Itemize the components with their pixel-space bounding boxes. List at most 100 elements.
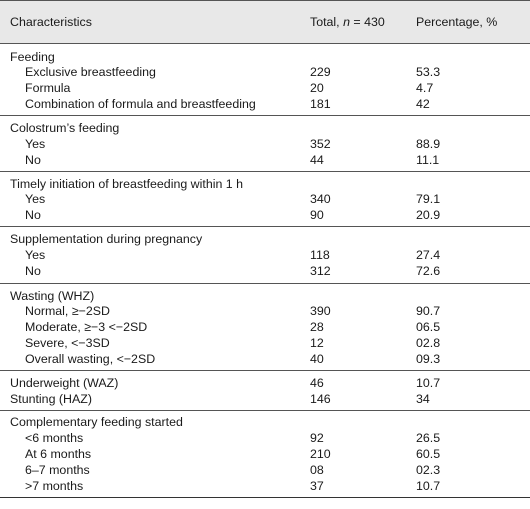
table-row: <6 months 92 26.5 bbox=[0, 430, 530, 446]
table-row: Overall wasting, <−2SD 40 09.3 bbox=[0, 351, 530, 367]
row-total: 312 bbox=[310, 264, 331, 278]
table-row: Normal, ≥−2SD 390 90.7 bbox=[0, 303, 530, 319]
row-percentage: 34 bbox=[416, 392, 430, 406]
row-total: 210 bbox=[310, 447, 331, 461]
row-percentage: 26.5 bbox=[416, 431, 441, 445]
table-row: >7 months 37 10.7 bbox=[0, 478, 530, 494]
table-row: At 6 months 210 60.5 bbox=[0, 446, 530, 462]
table-row: No 44 11.1 bbox=[0, 152, 530, 168]
row-label: Stunting (HAZ) bbox=[10, 392, 92, 406]
row-label: Underweight (WAZ) bbox=[10, 376, 119, 390]
table-row: Combination of formula and breastfeeding… bbox=[0, 96, 530, 112]
row-total: 352 bbox=[310, 137, 331, 151]
row-percentage: 90.7 bbox=[416, 304, 441, 318]
row-label: No bbox=[25, 153, 41, 167]
row-total: 146 bbox=[310, 392, 331, 406]
row-label: Severe, <−3SD bbox=[25, 336, 110, 350]
row-percentage: 02.8 bbox=[416, 336, 441, 350]
row-total: 28 bbox=[310, 320, 324, 334]
row-percentage: 10.7 bbox=[416, 479, 441, 493]
group-title-row: Wasting (WHZ) bbox=[0, 288, 530, 304]
table-row: Underweight (WAZ) 46 10.7 bbox=[0, 375, 530, 391]
header-total: Total, n = 430 bbox=[310, 15, 385, 29]
row-percentage: 79.1 bbox=[416, 192, 441, 206]
row-percentage: 60.5 bbox=[416, 447, 441, 461]
row-label: Formula bbox=[25, 81, 71, 95]
group-title: Feeding bbox=[10, 50, 55, 64]
table-row: Stunting (HAZ) 146 34 bbox=[0, 391, 530, 407]
table-row: Yes 340 79.1 bbox=[0, 191, 530, 207]
group-title-row: Timely initiation of breastfeeding withi… bbox=[0, 176, 530, 192]
row-total: 40 bbox=[310, 352, 324, 366]
group-title: Timely initiation of breastfeeding withi… bbox=[10, 177, 244, 191]
table-row: Yes 352 88.9 bbox=[0, 136, 530, 152]
row-percentage: 10.7 bbox=[416, 376, 441, 390]
group-title-row: Feeding bbox=[0, 49, 530, 65]
row-percentage: 4.7 bbox=[416, 81, 434, 95]
row-total: 20 bbox=[310, 81, 324, 95]
row-label: 6–7 months bbox=[25, 463, 90, 477]
row-percentage: 53.3 bbox=[416, 65, 441, 79]
row-label: >7 months bbox=[25, 479, 84, 493]
row-total: 37 bbox=[310, 479, 324, 493]
table-row: Exclusive breastfeeding 229 53.3 bbox=[0, 64, 530, 80]
table-row: Formula 20 4.7 bbox=[0, 80, 530, 96]
row-total: 44 bbox=[310, 153, 324, 167]
row-label: At 6 months bbox=[25, 447, 92, 461]
group-title-row: Colostrum’s feeding bbox=[0, 120, 530, 136]
row-total: 46 bbox=[310, 376, 324, 390]
row-percentage: 11.1 bbox=[416, 153, 440, 167]
header-percentage: Percentage, % bbox=[416, 15, 498, 29]
header-characteristics: Characteristics bbox=[10, 15, 92, 29]
group-title: Colostrum’s feeding bbox=[10, 121, 120, 135]
table-row: No 90 20.9 bbox=[0, 207, 530, 223]
row-total: 92 bbox=[310, 431, 324, 445]
table-row: No 312 72.6 bbox=[0, 263, 530, 279]
row-percentage: 27.4 bbox=[416, 248, 441, 262]
row-label: Combination of formula and breastfeeding bbox=[25, 97, 256, 111]
row-percentage: 88.9 bbox=[416, 137, 441, 151]
group-divider bbox=[0, 410, 530, 411]
group-divider bbox=[0, 370, 530, 371]
row-total: 08 bbox=[310, 463, 324, 477]
table-row: 6–7 months 08 02.3 bbox=[0, 462, 530, 478]
table-row: Severe, <−3SD 12 02.8 bbox=[0, 335, 530, 351]
group-divider bbox=[0, 283, 530, 284]
group-divider bbox=[0, 115, 530, 116]
row-label: Normal, ≥−2SD bbox=[25, 304, 110, 318]
row-label: <6 months bbox=[25, 431, 84, 445]
group-divider bbox=[0, 171, 530, 172]
group-title-row: Supplementation during pregnancy bbox=[0, 231, 530, 247]
row-total: 390 bbox=[310, 304, 331, 318]
table-row: Yes 118 27.4 bbox=[0, 247, 530, 263]
row-total: 181 bbox=[310, 97, 331, 111]
group-title: Complementary feeding started bbox=[10, 415, 183, 429]
row-total: 90 bbox=[310, 208, 324, 222]
row-label: No bbox=[25, 264, 41, 278]
row-label: Yes bbox=[25, 192, 46, 206]
row-percentage: 72.6 bbox=[416, 264, 441, 278]
group-title-row: Complementary feeding started bbox=[0, 414, 530, 430]
group-title: Wasting (WHZ) bbox=[10, 289, 95, 303]
group-divider bbox=[0, 226, 530, 227]
row-total: 12 bbox=[310, 336, 324, 350]
row-label: Exclusive breastfeeding bbox=[25, 65, 156, 79]
group-title: Supplementation during pregnancy bbox=[10, 232, 203, 246]
row-percentage: 09.3 bbox=[416, 352, 441, 366]
row-percentage: 06.5 bbox=[416, 320, 441, 334]
table-bottom-rule bbox=[0, 497, 530, 498]
row-label: Overall wasting, <−2SD bbox=[25, 352, 156, 366]
row-label: Moderate, ≥−3 <−2SD bbox=[25, 320, 148, 334]
row-total: 118 bbox=[310, 248, 330, 262]
row-percentage: 42 bbox=[416, 97, 430, 111]
table-header: Characteristics Total, n = 430 Percentag… bbox=[0, 0, 530, 44]
row-percentage: 02.3 bbox=[416, 463, 441, 477]
row-total: 229 bbox=[310, 65, 331, 79]
table-row: Moderate, ≥−3 <−2SD 28 06.5 bbox=[0, 319, 530, 335]
row-percentage: 20.9 bbox=[416, 208, 441, 222]
row-label: Yes bbox=[25, 137, 46, 151]
row-label: No bbox=[25, 208, 41, 222]
row-total: 340 bbox=[310, 192, 331, 206]
row-label: Yes bbox=[25, 248, 46, 262]
